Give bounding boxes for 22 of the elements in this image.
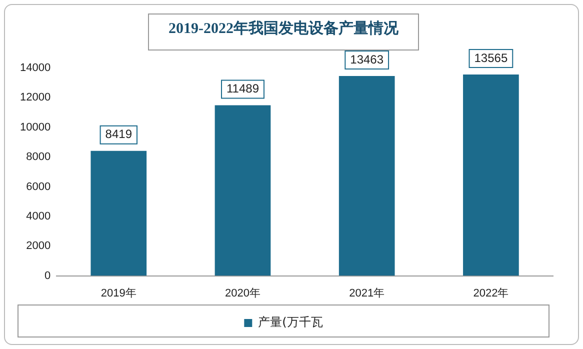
- data-label: 13463: [350, 52, 384, 66]
- data-label: 8419: [105, 127, 132, 142]
- bar: [338, 76, 395, 276]
- chart-title: 2019-2022年我国发电设备产量情况: [168, 20, 400, 37]
- bar: [90, 150, 147, 276]
- y-tick-label: 0: [44, 270, 51, 282]
- x-tick-label: 2019年: [100, 287, 136, 300]
- y-tick-label: 8000: [26, 151, 51, 164]
- x-tick-label: 2022年: [473, 287, 509, 300]
- data-label: 13565: [474, 50, 508, 65]
- x-tick-label: 2020年: [225, 287, 260, 300]
- bar: [214, 105, 271, 276]
- y-tick-label: 2000: [26, 240, 51, 252]
- y-tick-label: 4000: [26, 210, 51, 222]
- y-tick-label: 6000: [26, 180, 51, 193]
- y-tick-label: 12000: [20, 92, 51, 104]
- bar: [463, 74, 519, 276]
- data-label: 11489: [226, 82, 260, 96]
- y-tick-label: 10000: [20, 121, 51, 134]
- x-tick-label: 2021年: [349, 287, 385, 300]
- y-tick-label: 14000: [20, 62, 51, 74]
- legend-label: 产量(万千瓦: [258, 315, 323, 330]
